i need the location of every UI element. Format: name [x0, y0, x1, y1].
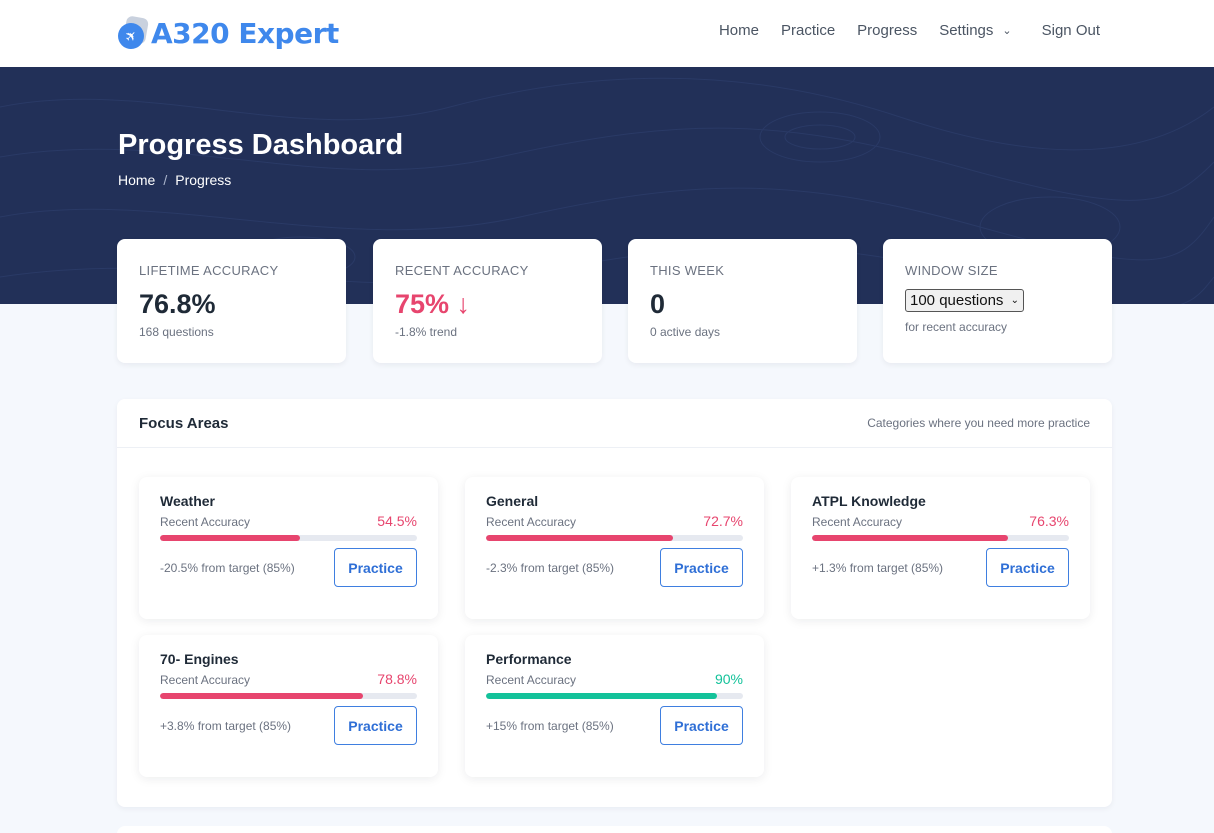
practice-button[interactable]: Practice [334, 548, 417, 587]
focus-card-target: -2.3% from target (85%) [486, 560, 615, 575]
focus-card-title: General [486, 493, 539, 509]
window-size-selected: 100 questions [910, 292, 1004, 309]
focus-card-recent-label: Recent Accuracy [486, 515, 577, 529]
focus-card: Weather Recent Accuracy 54.5% -20.5% fro… [139, 477, 438, 619]
focus-card-row: Recent Accuracy 54.5% [160, 513, 417, 529]
focus-card-title: Weather [160, 493, 215, 509]
progress-bar-fill [160, 693, 363, 699]
focus-card: ATPL Knowledge Recent Accuracy 76.3% +1.… [791, 477, 1090, 619]
focus-card-target: +3.8% from target (85%) [160, 718, 292, 733]
next-panel [117, 826, 1112, 833]
window-size-card: Window Size 100 questions ⌄ for recent a… [883, 239, 1112, 363]
recent-accuracy-card: Recent Accuracy 75% ↓ -1.8% trend [373, 239, 602, 363]
focus-card: Performance Recent Accuracy 90% +15% fro… [465, 635, 764, 777]
page-title: Progress Dashboard [118, 129, 404, 161]
focus-card-target: +1.3% from target (85%) [812, 560, 944, 575]
stat-label: Recent Accuracy [395, 263, 529, 278]
progress-bar-fill [160, 535, 301, 541]
nav-home[interactable]: Home [718, 22, 759, 39]
focus-areas-panel: Focus Areas Categories where you need mo… [117, 399, 1112, 807]
progress-bar [160, 535, 417, 541]
focus-card-row: Recent Accuracy 72.7% [486, 513, 743, 529]
progress-bar [486, 535, 743, 541]
focus-card-footer: -2.3% from target (85%) Practice [486, 548, 743, 587]
stat-sub: 0 active days [650, 325, 721, 339]
focus-card-percent: 78.8% [377, 671, 417, 687]
focus-card-row: Recent Accuracy 78.8% [160, 671, 417, 687]
stat-label: Window Size [905, 263, 998, 278]
focus-card-percent: 72.7% [703, 513, 743, 529]
nav-sign-out[interactable]: Sign Out [1041, 22, 1100, 39]
progress-bar-fill [486, 535, 673, 541]
progress-bar-fill [812, 535, 1009, 541]
panel-note: Categories where you need more practice [867, 416, 1090, 430]
focus-card-recent-label: Recent Accuracy [812, 515, 903, 529]
stat-value: 0 [650, 289, 666, 319]
brand-logo[interactable]: ✈ A320 Expert [117, 14, 339, 52]
progress-bar [812, 535, 1069, 541]
window-size-select[interactable]: 100 questions ⌄ [905, 289, 1024, 312]
focus-card: General Recent Accuracy 72.7% -2.3% from… [465, 477, 764, 619]
panel-header: Focus Areas Categories where you need mo… [117, 399, 1112, 448]
stat-label: Lifetime Accuracy [139, 263, 279, 278]
focus-card-title: ATPL Knowledge [812, 493, 926, 509]
practice-button[interactable]: Practice [660, 548, 743, 587]
focus-card-footer: -20.5% from target (85%) Practice [160, 548, 417, 587]
practice-button[interactable]: Practice [986, 548, 1069, 587]
stat-value: 76.8% [139, 289, 216, 319]
focus-card-footer: +1.3% from target (85%) Practice [812, 548, 1069, 587]
stat-sub: -1.8% trend [395, 325, 458, 339]
breadcrumb: Home / Progress [118, 172, 231, 188]
focus-card-recent-label: Recent Accuracy [486, 673, 577, 687]
nav-settings-label: Settings [939, 22, 994, 39]
nav-settings[interactable]: Settings ⌄ [939, 22, 1011, 39]
focus-card-percent: 76.3% [1029, 513, 1069, 529]
focus-card-title: 70- Engines [160, 651, 239, 667]
practice-button[interactable]: Practice [334, 706, 417, 745]
top-navbar: ✈ A320 Expert Home Practice Progress Set… [0, 0, 1214, 67]
stat-label: This Week [650, 263, 725, 278]
lifetime-accuracy-card: Lifetime Accuracy 76.8% 168 questions [117, 239, 346, 363]
focus-card-target: +15% from target (85%) [486, 718, 614, 733]
progress-bar [160, 693, 417, 699]
breadcrumb-current: Progress [175, 172, 232, 188]
focus-card-target: -20.5% from target (85%) [160, 560, 295, 575]
focus-card-title: Performance [486, 651, 572, 667]
airplane-icon: ✈ [117, 15, 150, 51]
focus-card-footer: +3.8% from target (85%) Practice [160, 706, 417, 745]
this-week-card: This Week 0 0 active days [628, 239, 857, 363]
stat-sub: 168 questions [139, 325, 214, 339]
practice-button[interactable]: Practice [660, 706, 743, 745]
breadcrumb-separator: / [163, 172, 168, 188]
focus-card-recent-label: Recent Accuracy [160, 673, 251, 687]
focus-card: 70- Engines Recent Accuracy 78.8% +3.8% … [139, 635, 438, 777]
nav-practice[interactable]: Practice [780, 22, 836, 39]
focus-card-row: Recent Accuracy 76.3% [812, 513, 1069, 529]
focus-card-recent-label: Recent Accuracy [160, 515, 251, 529]
focus-card-footer: +15% from target (85%) Practice [486, 706, 743, 745]
stat-value: 75% ↓ [395, 289, 471, 319]
panel-title: Focus Areas [139, 414, 229, 432]
progress-bar [486, 693, 743, 699]
focus-card-percent: 54.5% [377, 513, 417, 529]
stat-sub: for recent accuracy [905, 320, 1008, 334]
main-nav: Home Practice Progress Settings ⌄ Sign O… [697, 22, 1100, 39]
chevron-down-icon: ⌄ [1002, 25, 1012, 37]
breadcrumb-home[interactable]: Home [118, 172, 156, 188]
progress-bar-fill [486, 693, 718, 699]
focus-card-row: Recent Accuracy 90% [486, 671, 743, 687]
focus-card-percent: 90% [714, 671, 743, 687]
nav-progress[interactable]: Progress [857, 22, 918, 39]
chevron-down-icon: ⌄ [1010, 295, 1019, 306]
brand-name: A320 Expert [151, 16, 339, 50]
